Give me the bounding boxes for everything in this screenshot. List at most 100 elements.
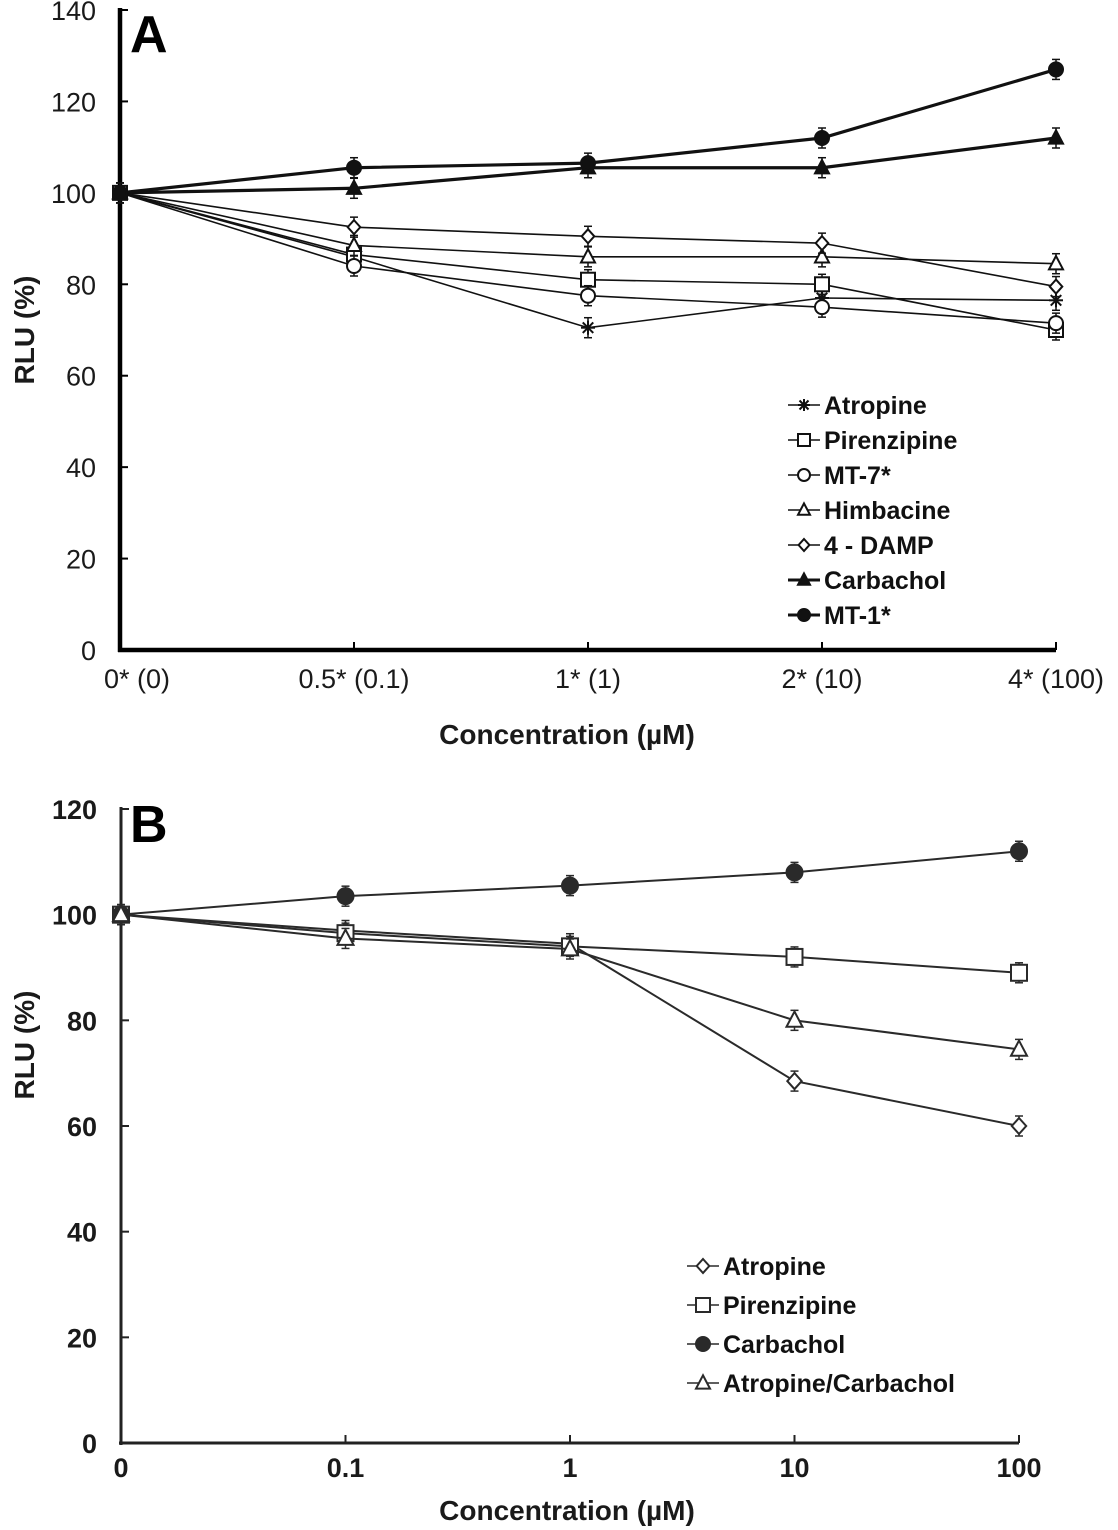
- legend-marker: [694, 1373, 712, 1390]
- panel-b-axes: 0 20 40 60 80 100 120 0 0.1 1 10 100: [52, 795, 1042, 1483]
- legend-item: Himbacine: [788, 497, 951, 525]
- legend-label: Pirenzipine: [824, 427, 957, 455]
- legend-item: Pirenzipine: [788, 427, 957, 455]
- legend-marker: [796, 501, 812, 516]
- legend-marker: [798, 399, 810, 411]
- panel-a-axes: 0 20 40 60 80 100 120 140 0* (0) 0.5* (0.1) 1* (1)…: [51, 0, 1104, 694]
- y-tick-label: 100: [51, 179, 96, 209]
- panel-a-series: [111, 58, 1065, 341]
- y-tick-label: 120: [52, 795, 97, 825]
- x-tick-label: 1: [562, 1453, 577, 1483]
- x-tick-label: 0.1: [327, 1453, 365, 1483]
- legend-item: Pirenzipine: [687, 1292, 856, 1320]
- data-point: [1010, 963, 1028, 982]
- data-point: [346, 258, 362, 274]
- panel-a-label: A: [130, 6, 168, 64]
- y-tick-label: 140: [51, 0, 96, 26]
- legend-marker: [796, 571, 812, 586]
- legend-item: 4 - DAMP: [788, 532, 934, 560]
- y-tick-label: 40: [67, 1218, 97, 1248]
- data-point: [1048, 61, 1064, 78]
- data-point: [580, 227, 596, 245]
- legend-label: Himbacine: [824, 497, 951, 525]
- data-point: [785, 947, 804, 966]
- data-point: [1048, 315, 1064, 332]
- data-point: [335, 927, 356, 946]
- legend-marker: [797, 608, 811, 622]
- data-point: [336, 887, 355, 906]
- y-tick-label: 20: [66, 545, 96, 575]
- legend-marker: [695, 1297, 711, 1313]
- legend-label: Pirenzipine: [723, 1292, 856, 1320]
- data-point: [580, 155, 596, 172]
- data-point: [111, 903, 131, 923]
- data-point: [346, 218, 362, 236]
- series-himbacine: [111, 182, 1065, 275]
- data-point: [345, 235, 363, 253]
- x-tick-label: 4* (100): [1008, 664, 1104, 694]
- x-tick-label: 2* (10): [781, 664, 862, 694]
- y-tick-label: 40: [66, 453, 96, 483]
- y-tick-label: 60: [66, 362, 96, 392]
- legend-item: Carbachol: [788, 567, 946, 595]
- legend-marker: [695, 1336, 711, 1352]
- data-point: [1047, 128, 1065, 145]
- x-tick-label: 0* (0): [104, 664, 170, 694]
- legend-item: Atropine: [687, 1253, 826, 1281]
- legend-label: MT-7*: [824, 462, 891, 490]
- data-point: [785, 863, 804, 882]
- legend-label: 4 - DAMP: [824, 532, 934, 560]
- legend-marker: [797, 468, 811, 482]
- x-tick-label: 100: [996, 1453, 1041, 1483]
- x-tick-label: 0.5* (0.1): [298, 664, 409, 694]
- data-point: [814, 234, 830, 252]
- y-tick-label: 0: [81, 636, 96, 666]
- panel-a-y-axis-title: RLU (%): [9, 276, 40, 385]
- data-point: [346, 159, 362, 176]
- legend-item: Atropine: [788, 392, 927, 420]
- legend-item: Atropine/Carbachol: [687, 1370, 955, 1398]
- data-point: [560, 938, 580, 957]
- series-mt-1-: [112, 58, 1064, 204]
- legend-marker: [695, 1257, 711, 1275]
- data-point: [814, 130, 830, 146]
- panel-b-legend: Atropine Pirenzipine Carbachol Atropine/Car…: [687, 1253, 955, 1398]
- data-point: [813, 157, 831, 175]
- x-tick-label: 1* (1): [555, 664, 621, 694]
- data-point: [785, 1071, 804, 1091]
- legend-label: Carbachol: [723, 1331, 845, 1359]
- data-point: [561, 876, 579, 895]
- legend-label: Atropine: [723, 1253, 826, 1281]
- data-point: [580, 287, 596, 304]
- series-atropine-carbachol: [111, 903, 1029, 1061]
- data-point: [579, 247, 597, 264]
- y-tick-label: 80: [67, 1006, 97, 1036]
- panel-b-series: [111, 840, 1029, 1137]
- y-tick-label: 100: [52, 901, 97, 931]
- data-point: [1047, 253, 1065, 271]
- x-tick-label: 0: [113, 1453, 128, 1483]
- x-tick-label: 10: [779, 1453, 809, 1483]
- panel-b: B 0 20 40 60 80 100 120 0 0.1 1 10 100 Concentratio…: [9, 795, 1042, 1526]
- data-point: [1010, 1116, 1028, 1136]
- legend-label: MT-1*: [824, 602, 891, 630]
- legend-label: Atropine: [824, 392, 927, 420]
- data-point: [813, 247, 831, 264]
- panel-a-legend: Atropine Pirenzipine MT-7* Himbacine 4 - DAM…: [788, 392, 957, 630]
- legend-item: MT-1*: [788, 602, 891, 630]
- data-point: [814, 276, 830, 293]
- series-carbachol: [112, 840, 1028, 926]
- data-point: [814, 299, 830, 316]
- y-tick-label: 20: [67, 1323, 97, 1353]
- data-point: [784, 1009, 805, 1028]
- legend-marker: [797, 537, 811, 553]
- panel-a-x-axis-title: Concentration (µM): [439, 719, 695, 750]
- panel-b-x-axis-title: Concentration (µM): [439, 1495, 695, 1526]
- data-point: [580, 271, 596, 288]
- panel-b-label: B: [130, 796, 168, 854]
- data-point: [581, 320, 595, 335]
- panel-a: A 0 20 40 60 80 100 120 140 0* (0) 0.5* (0.1) 1* (…: [9, 0, 1104, 750]
- legend-label: Atropine/Carbachol: [723, 1370, 955, 1398]
- legend-item: MT-7*: [788, 462, 891, 490]
- data-point: [112, 184, 128, 201]
